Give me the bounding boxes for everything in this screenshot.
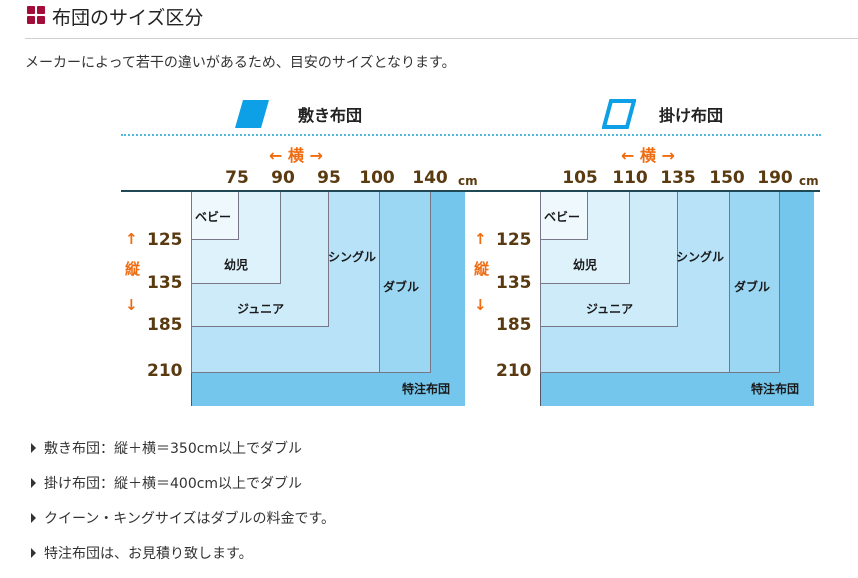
kakebuton-label: 掛け布団	[659, 106, 724, 125]
filled-parallelogram-icon	[235, 100, 269, 128]
length-label: 125	[147, 230, 183, 250]
zone-label-single: シングル	[676, 250, 725, 264]
height-axis-label: 縦	[474, 260, 490, 278]
triangle-bullet-icon	[31, 478, 36, 488]
down-arrow-icon: ↓	[125, 296, 138, 314]
width-label: 100	[359, 168, 395, 188]
triangle-bullet-icon	[31, 443, 36, 453]
zone-label-baby: ベビー	[195, 210, 232, 224]
shikibuton-label: 敷き布団	[298, 106, 363, 125]
width-label: 135	[660, 168, 696, 188]
triangle-bullet-icon	[31, 513, 36, 523]
width-label: 90	[271, 168, 295, 188]
width-label: 190	[757, 168, 793, 188]
width-label: 75	[225, 168, 249, 188]
zone-label-junior: ジュニア	[237, 302, 285, 316]
up-arrow-icon: ↑	[125, 230, 138, 248]
length-label: 210	[147, 361, 183, 381]
zone-label-custom: 特注布団	[402, 382, 451, 396]
dotted-divider	[121, 134, 821, 136]
zone-label-junior: ジュニア	[586, 302, 634, 316]
kakebuton-diagram: 掛け布団 ← 横 → 105 110 135 150 190 cm ↑ 縦 ↓ …	[470, 90, 820, 410]
width-axis-label: ← 横 →	[621, 146, 675, 165]
zone-label-infant: 幼児	[224, 258, 249, 272]
outline-parallelogram-icon	[602, 99, 636, 129]
zone-baby	[540, 192, 588, 240]
width-label: 105	[562, 168, 598, 188]
length-label: 125	[496, 230, 532, 250]
triangle-bullet-icon	[31, 548, 36, 558]
up-arrow-icon: ↑	[474, 230, 487, 248]
unit-label: cm	[458, 174, 478, 188]
zone-baby	[191, 192, 239, 240]
axis-line	[470, 190, 820, 192]
length-label: 185	[147, 315, 183, 335]
down-arrow-icon: ↓	[474, 296, 487, 314]
height-axis-label: 縦	[125, 260, 141, 278]
zone-label-baby: ベビー	[544, 210, 581, 224]
section-header: 布団のサイズ区分	[25, 0, 858, 39]
zone-label-custom: 特注布団	[751, 382, 800, 396]
zone-label-double: ダブル	[383, 280, 420, 294]
length-label: 185	[496, 315, 532, 335]
length-label: 135	[147, 273, 183, 293]
unit-label: cm	[799, 174, 819, 188]
length-label: 135	[496, 273, 532, 293]
grid-icon	[27, 6, 46, 25]
width-label: 150	[709, 168, 745, 188]
intro-text: メーカーによって若干の違いがあるため、目安のサイズとなります。	[25, 55, 456, 71]
width-axis-label: ← 横 →	[269, 146, 323, 165]
length-label: 210	[496, 361, 532, 381]
page-title: 布団のサイズ区分	[52, 7, 204, 29]
width-label: 140	[412, 168, 448, 188]
width-label: 110	[612, 168, 648, 188]
shikibuton-diagram: 敷き布団 ← 横 → 75 90 95 100 140 cm ↑ 縦 ↓ 125…	[121, 90, 821, 410]
width-label: 95	[317, 168, 341, 188]
axis-line	[121, 190, 471, 192]
zone-label-double: ダブル	[734, 280, 771, 294]
zone-label-single: シングル	[328, 250, 377, 264]
zone-label-infant: 幼児	[573, 258, 598, 272]
